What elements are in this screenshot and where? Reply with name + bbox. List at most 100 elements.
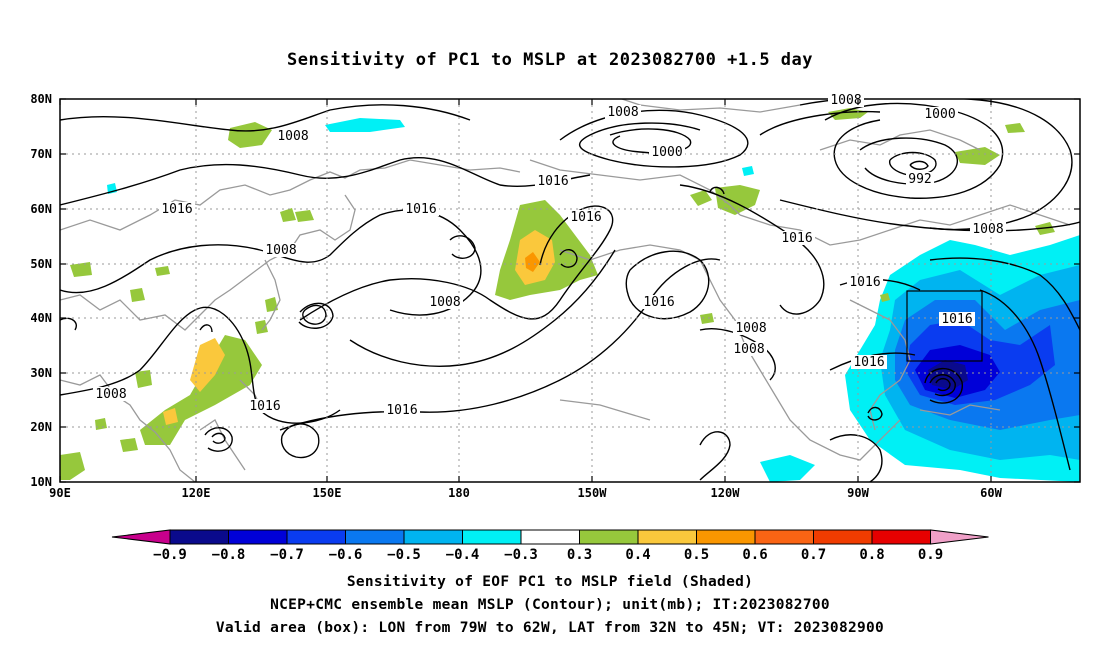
colorbar-segment bbox=[871, 529, 931, 545]
graticule bbox=[60, 99, 1080, 482]
contour-label: 1016 bbox=[781, 231, 812, 246]
colorbar-segment bbox=[696, 529, 756, 545]
contour-label-bg bbox=[939, 312, 975, 326]
lon-tick-label: 60W bbox=[980, 486, 1002, 500]
lon-tick-label: 120E bbox=[182, 486, 211, 500]
contour-label: 992 bbox=[908, 172, 931, 187]
lat-tick-label: 50N bbox=[30, 257, 52, 271]
colorbar-segment bbox=[813, 529, 873, 545]
colorbar-label: 0.9 bbox=[918, 547, 943, 563]
contour-label-bg bbox=[247, 399, 283, 413]
latitude-axis: 80N 70N 60N 50N 40N 30N 20N 10N bbox=[30, 92, 1080, 489]
contour-label: 1016 bbox=[849, 275, 880, 290]
colorbar-label: −0.8 bbox=[212, 547, 246, 563]
figure-title: Sensitivity of PC1 to MSLP at 2023082700… bbox=[286, 50, 813, 70]
colorbar-label: 0.6 bbox=[742, 547, 767, 563]
lat-tick-label: 70N bbox=[30, 147, 52, 161]
contour-label-bg bbox=[384, 403, 420, 417]
colorbar: −0.9 −0.8 −0.7 −0.6 −0.5 −0.4 −0.3 0.3 0.4 0.5 0.6… bbox=[111, 529, 989, 563]
contour-label: 1008 bbox=[265, 243, 296, 258]
lat-tick-label: 60N bbox=[30, 202, 52, 216]
contour-label-bg bbox=[847, 275, 883, 289]
contour-label: 1016 bbox=[249, 399, 280, 414]
contour-label: 1008 bbox=[607, 105, 638, 120]
contour-label-bg bbox=[641, 295, 677, 309]
lat-tick-label: 30N bbox=[30, 366, 52, 380]
colorbar-label: 0.4 bbox=[625, 547, 650, 563]
contour-label-bg bbox=[649, 145, 685, 159]
contour-label: 1008 bbox=[830, 93, 861, 108]
colorbar-label: 0.5 bbox=[684, 547, 709, 563]
contour-label: 1016 bbox=[386, 403, 417, 418]
positive-sensitivity-shading bbox=[60, 108, 1055, 480]
contour-label-bg bbox=[93, 387, 129, 401]
contour-label-bg bbox=[275, 129, 311, 143]
lon-tick-label: 150E bbox=[313, 486, 342, 500]
colorbar-label: 0.3 bbox=[567, 547, 592, 563]
colorbar-segment bbox=[286, 529, 346, 545]
contour-label-bg bbox=[605, 105, 641, 119]
colorbar-segment bbox=[403, 529, 463, 545]
lon-tick-label: 90W bbox=[847, 486, 869, 500]
colorbar-label: −0.3 bbox=[504, 547, 538, 563]
contour-label-bg bbox=[779, 231, 815, 245]
contour-label-bg bbox=[159, 202, 195, 216]
contour-label: 1016 bbox=[161, 202, 192, 217]
colorbar-label: −0.4 bbox=[446, 547, 480, 563]
contour-label: 1016 bbox=[643, 295, 674, 310]
map-frame bbox=[59, 98, 1081, 483]
contour-label-bg bbox=[828, 93, 864, 107]
lon-tick-label: 180 bbox=[448, 486, 470, 500]
contour-label-bg bbox=[970, 222, 1006, 236]
colorbar-low-end bbox=[111, 529, 171, 545]
contour-label: 1016 bbox=[405, 202, 436, 217]
contour-label: 1000 bbox=[924, 107, 955, 122]
contour-label-bg bbox=[851, 355, 887, 369]
contour-labels: 1008 1008 1000 1000 992 1016 1016 1016 1008 1016 1… bbox=[93, 93, 1006, 418]
coastlines bbox=[60, 99, 1071, 482]
colorbar-label: 0.8 bbox=[859, 547, 884, 563]
negative-sensitivity-shading bbox=[760, 235, 1080, 482]
colorbar-segment bbox=[462, 529, 522, 545]
valid-area-box bbox=[906, 290, 983, 362]
contour-label: 1008 bbox=[972, 222, 1003, 237]
colorbar-segment bbox=[228, 529, 288, 545]
colorbar-high-end bbox=[930, 529, 989, 545]
contour-label-bg bbox=[568, 210, 604, 224]
colorbar-label: −0.6 bbox=[329, 547, 363, 563]
caption-contour: NCEP+CMC ensemble mean MSLP (Contour); u… bbox=[270, 597, 830, 613]
lat-tick-label: 10N bbox=[30, 475, 52, 489]
lat-tick-label: 80N bbox=[30, 92, 52, 106]
contour-label: 1008 bbox=[95, 387, 126, 402]
colorbar-label: −0.5 bbox=[387, 547, 421, 563]
contour-label-bg bbox=[535, 174, 571, 188]
caption-valid-area: Valid area (box): LON from 79W to 62W, L… bbox=[215, 620, 885, 636]
colorbar-segment bbox=[637, 529, 697, 545]
contour-label: 1016 bbox=[941, 312, 972, 327]
contour-label: 1016 bbox=[853, 355, 884, 370]
contour-label: 1000 bbox=[651, 145, 682, 160]
colorbar-label: −0.9 bbox=[153, 547, 187, 563]
longitude-axis: 90E 120E 150E 180 150W 120W 90W 60W bbox=[49, 99, 1003, 500]
lon-tick-label: 90E bbox=[49, 486, 71, 500]
lat-tick-label: 20N bbox=[30, 420, 52, 434]
contour-label: 1008 bbox=[277, 129, 308, 144]
contour-label: 1008 bbox=[733, 342, 764, 357]
weak-negative-patches bbox=[107, 118, 754, 194]
colorbar-segment bbox=[579, 529, 639, 545]
contour-label: 1016 bbox=[570, 210, 601, 225]
colorbar-segment bbox=[169, 529, 229, 545]
contour-label-bg bbox=[403, 202, 439, 216]
contour-label-bg bbox=[922, 107, 958, 121]
contour-label-bg bbox=[733, 321, 769, 335]
lat-tick-label: 40N bbox=[30, 311, 52, 325]
contour-label-bg bbox=[906, 172, 934, 186]
contour-label-bg bbox=[263, 243, 299, 257]
caption-shaded: Sensitivity of EOF PC1 to MSLP field (Sh… bbox=[346, 574, 754, 590]
colorbar-segment bbox=[345, 529, 405, 545]
lon-tick-label: 120W bbox=[711, 486, 741, 500]
contour-label-bg bbox=[427, 295, 463, 309]
contour-label-bg bbox=[731, 342, 767, 356]
contour-label: 1008 bbox=[735, 321, 766, 336]
